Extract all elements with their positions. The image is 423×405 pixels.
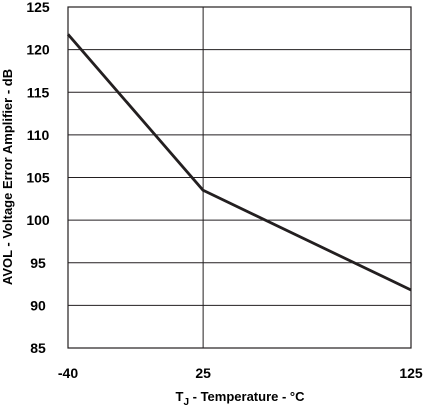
y-tick-label: 120	[26, 42, 50, 58]
y-tick-labels: 85 90 95 100 105 110 115 120 125	[26, 0, 50, 356]
x-tick-label: -40	[58, 365, 78, 381]
y-tick-label: 90	[30, 297, 46, 313]
y-tick-label: 125	[26, 0, 50, 15]
x-tick-label: 125	[399, 365, 423, 381]
x-axis-title: TJ - Temperature - °C	[176, 389, 306, 405]
x-tick-label: 25	[195, 365, 211, 381]
y-tick-label: 85	[30, 340, 46, 356]
y-tick-label: 115	[27, 84, 50, 100]
y-tick-label: 95	[30, 255, 46, 271]
y-tick-label: 105	[26, 170, 50, 186]
series-line	[66, 33, 412, 292]
x-tick-labels: -40 25 125	[58, 365, 423, 381]
y-tick-label: 100	[26, 212, 50, 228]
plot-frame	[67, 6, 412, 349]
y-axis-title: AVOL - Voltage Error Amplifier - dB	[0, 69, 15, 285]
y-tick-label: 110	[27, 127, 50, 143]
